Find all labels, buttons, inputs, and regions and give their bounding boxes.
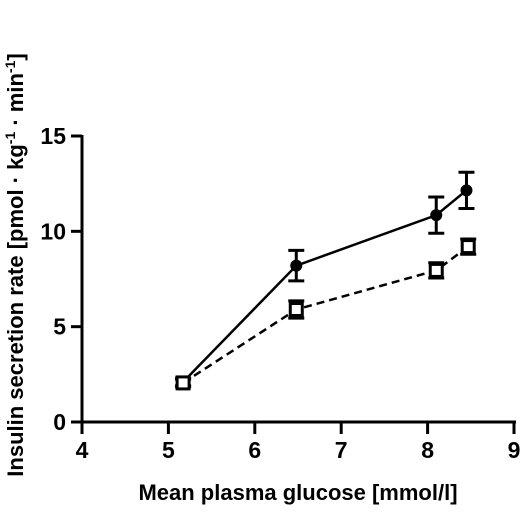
series-line	[182, 245, 469, 384]
data-point	[430, 209, 443, 222]
x-tick-label: 9	[508, 437, 520, 463]
data-point	[460, 239, 476, 255]
y-axis-title-mid: · min	[3, 73, 28, 132]
x-tick-label: 5	[162, 437, 175, 463]
data-point	[290, 259, 303, 272]
y-tick-label: 5	[53, 314, 66, 340]
y-tick-label: 15	[40, 123, 66, 149]
data-point	[288, 302, 304, 318]
series-2	[175, 237, 477, 391]
data-point	[175, 375, 191, 391]
series-layer	[175, 170, 477, 391]
series-line	[182, 189, 468, 383]
data-point	[460, 184, 473, 197]
y-axis-title-end: ]	[3, 53, 28, 60]
x-tick-label: 8	[421, 437, 434, 463]
x-tick-label: 4	[76, 437, 89, 463]
y-axis-title-sup-1: -1	[2, 132, 18, 145]
x-axis-title: Mean plasma glucose [mmol/l]	[138, 480, 457, 505]
ticks	[71, 134, 516, 434]
y-axis-title: Insulin secretion rate [pmol · kg-1 · mi…	[2, 53, 28, 476]
tick-labels: 4 5 6 7 8 9 0 5 10 15	[40, 123, 520, 463]
y-tick-label: 10	[40, 218, 66, 244]
y-tick-label: 0	[53, 409, 66, 435]
axes	[80, 135, 516, 424]
series-1	[175, 170, 475, 388]
data-point	[428, 262, 444, 278]
y-axis-title-main: Insulin secretion rate [pmol · kg	[3, 144, 28, 477]
x-tick-label: 7	[335, 437, 348, 463]
y-axis-title-sup-2: -1	[2, 60, 18, 73]
x-tick-label: 6	[248, 437, 261, 463]
